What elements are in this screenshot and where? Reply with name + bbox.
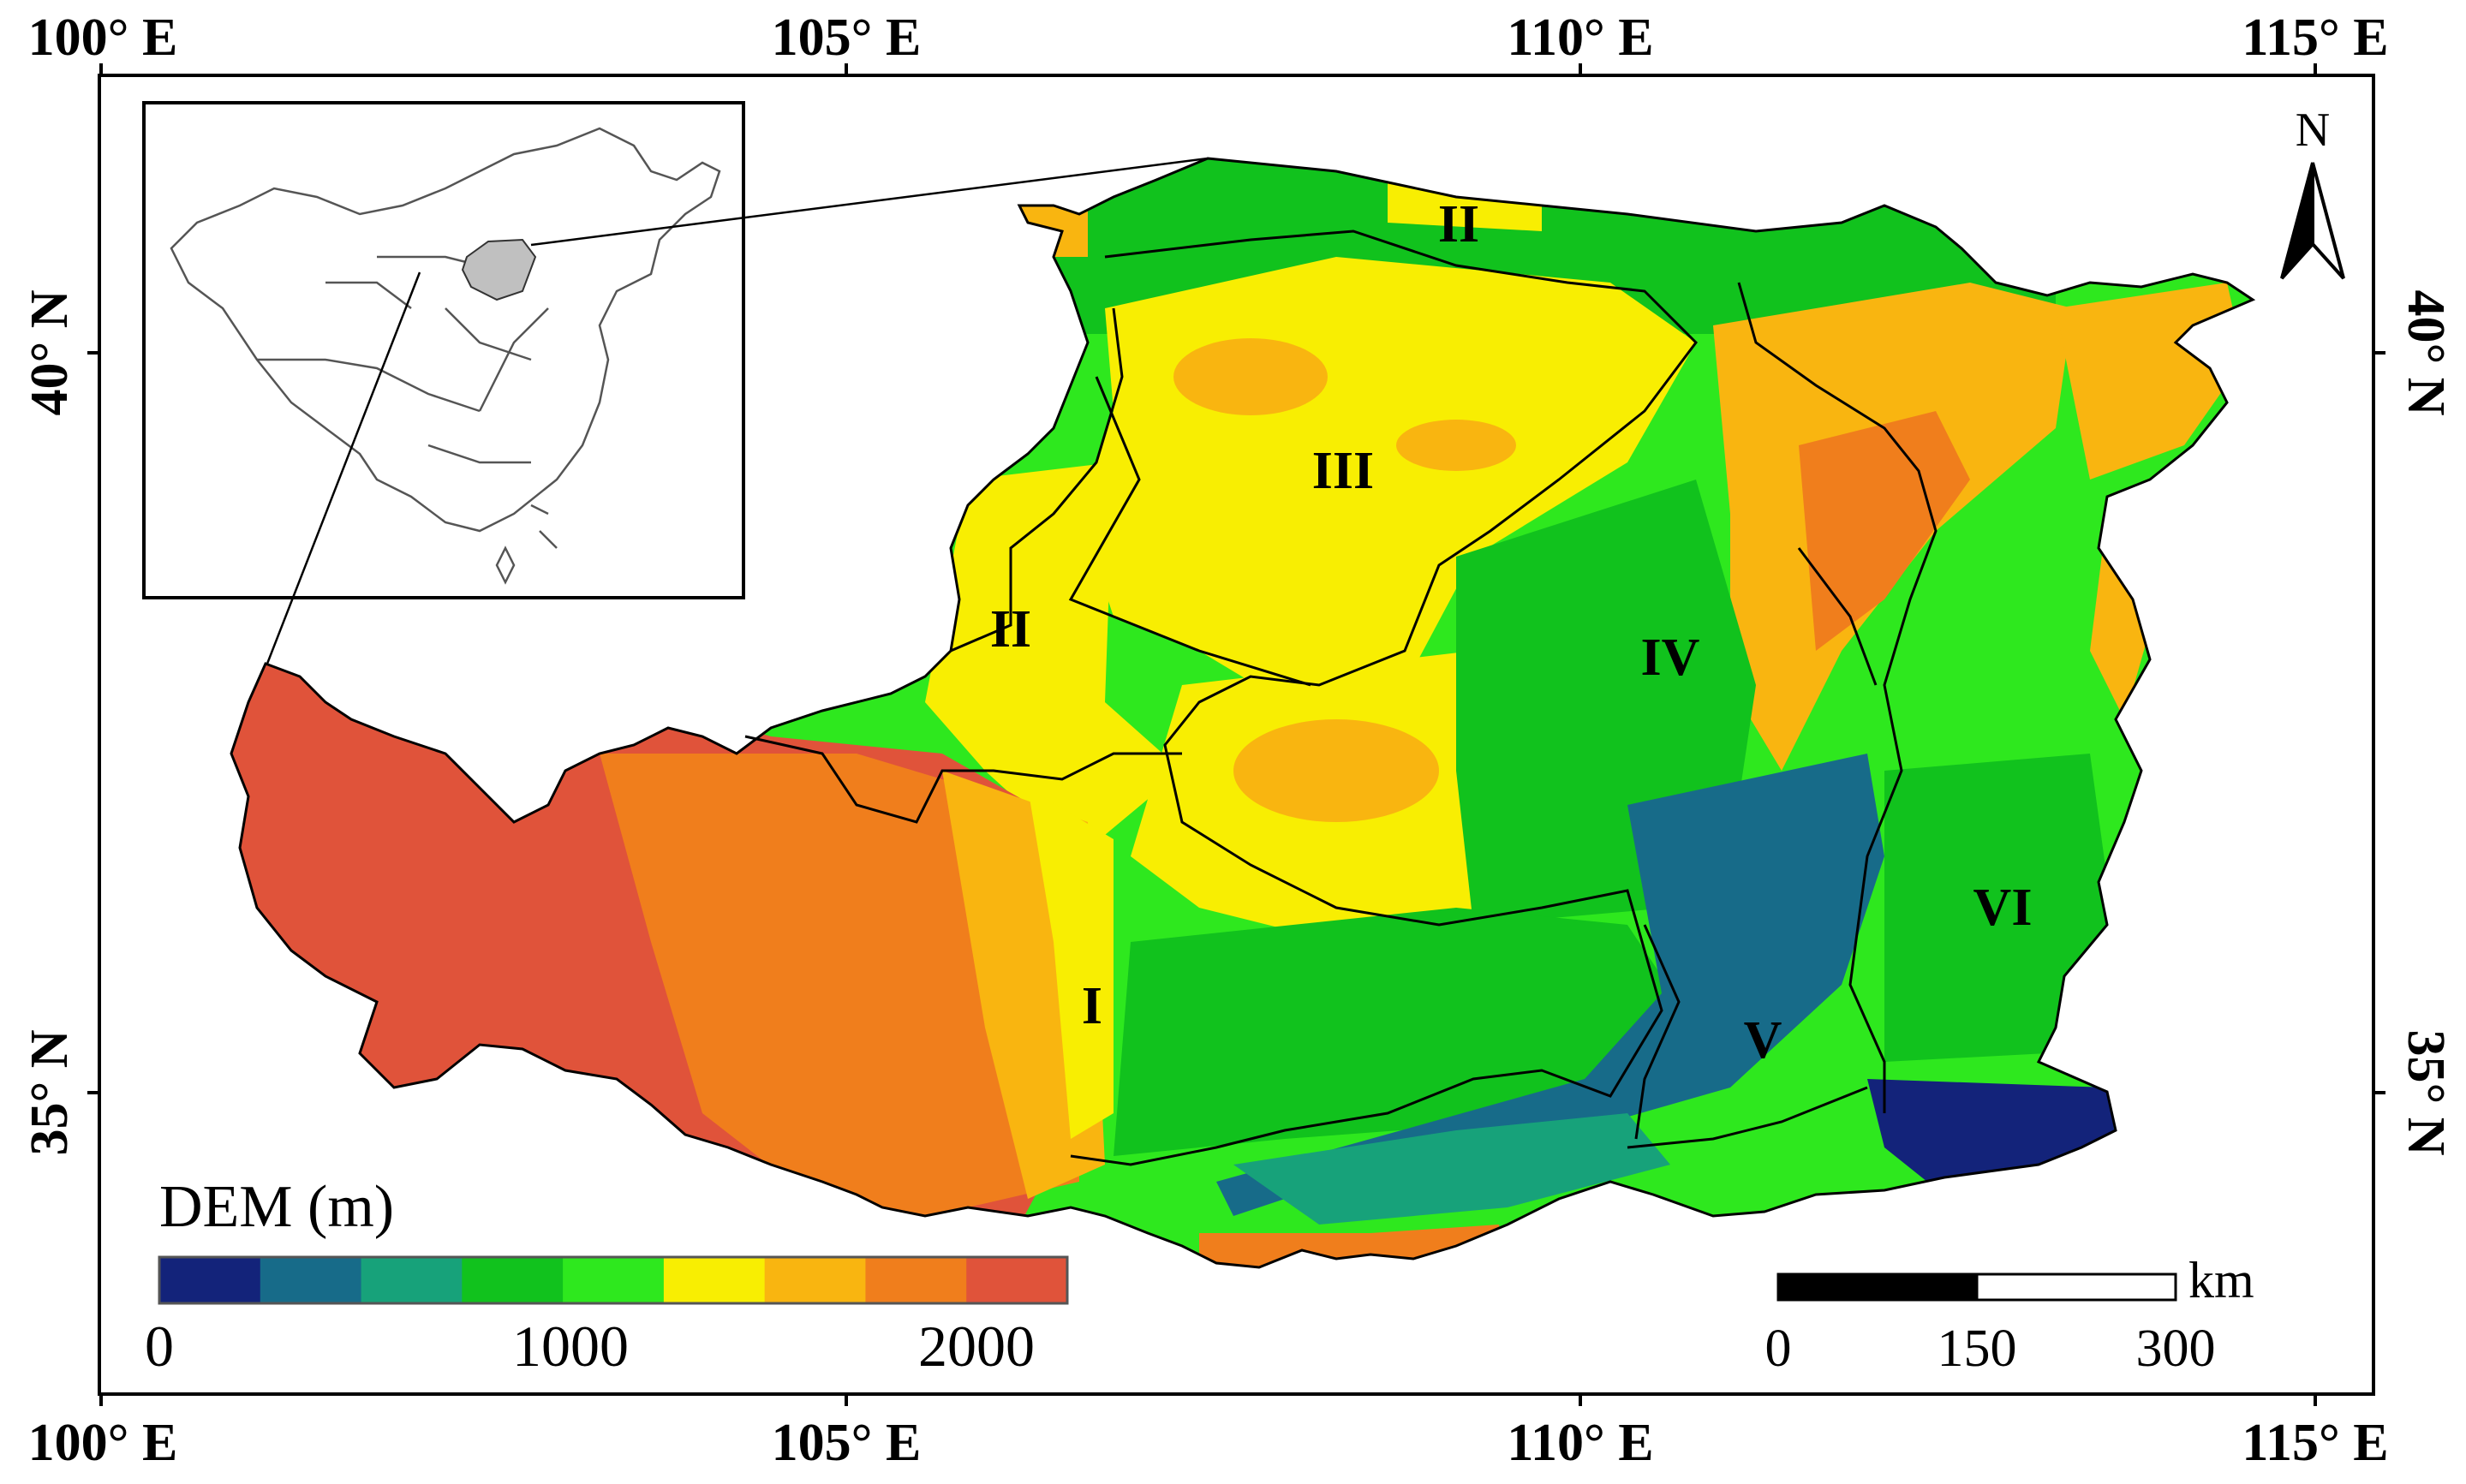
inset-map [142,101,1209,665]
inset-highlight [461,238,537,301]
region-label-ii-west: II [990,600,1031,659]
legend-colorbar [158,1255,1069,1305]
north-arrow: N [2280,104,2345,280]
scale-bar: km 0 150 300 [1765,1252,2254,1378]
lon-label-115: 115° E [2242,1414,2388,1472]
scale-unit: km [2188,1252,2254,1308]
latitude-labels-right: 40° N 35° N [2397,289,2455,1155]
lon-label-105: 105° E [772,1414,922,1472]
lon-label-115: 115° E [2242,9,2388,67]
region-label-iv: IV [1641,629,1700,687]
legend-swatch-0 [159,1257,261,1303]
longitude-labels-top: 100° E 105° E 110° E 115° E [28,9,2389,67]
lat-label-40: 40° N [21,289,79,415]
scale-tick-150: 150 [1938,1320,2017,1378]
lon-label-105: 105° E [772,9,922,67]
inset-callout-lines [266,157,1209,665]
frame-ticks [87,63,2385,1406]
legend-tick-0: 0 [145,1314,174,1379]
region-label-v: V [1744,1011,1782,1070]
scale-bar-white [1975,1272,2177,1302]
region-label-ii-north: II [1438,195,1479,253]
lat-label-40: 40° N [2397,289,2455,415]
latitude-labels-left: 40° N 35° N [21,289,79,1155]
legend-swatch-3 [462,1257,564,1303]
lat-label-35: 35° N [2397,1029,2455,1155]
legend-swatch-2 [361,1257,463,1303]
region-labels: I II II III IV V VI [990,195,2033,1070]
legend-swatch-7 [865,1257,967,1303]
legend-tick-1000: 1000 [512,1314,629,1379]
china-outline [170,127,721,585]
region-label-i: I [1082,977,1102,1035]
legend-border [158,1255,1069,1305]
lon-label-100: 100° E [28,9,178,67]
legend-swatch-1 [260,1257,362,1303]
legend-title: DEM (m) [159,1174,394,1240]
legend-swatch-6 [764,1257,866,1303]
lon-label-100: 100° E [28,1414,178,1472]
lat-label-35: 35° N [21,1029,79,1155]
scale-tick-0: 0 [1765,1320,1792,1378]
longitude-labels-bottom: 100° E 105° E 110° E 115° E [28,1414,2389,1472]
north-label: N [2296,104,2330,157]
legend-swatch-8 [966,1257,1068,1303]
lon-label-110: 110° E [1507,9,1653,67]
inset-frame [142,101,745,599]
north-arrow-icon-shade [2280,162,2314,280]
scale-tick-300: 300 [2136,1320,2216,1378]
legend-swatch-4 [563,1257,665,1303]
region-boundaries [744,229,1938,1166]
legend: DEM (m) 0 1000 2000 [145,1174,1069,1379]
lon-label-110: 110° E [1507,1414,1653,1472]
region-label-vi: VI [1973,879,2033,937]
region-label-iii: III [1312,442,1374,500]
legend-tick-2000: 2000 [918,1314,1035,1379]
legend-swatch-5 [663,1257,766,1303]
scale-bar-black [1776,1272,1979,1302]
